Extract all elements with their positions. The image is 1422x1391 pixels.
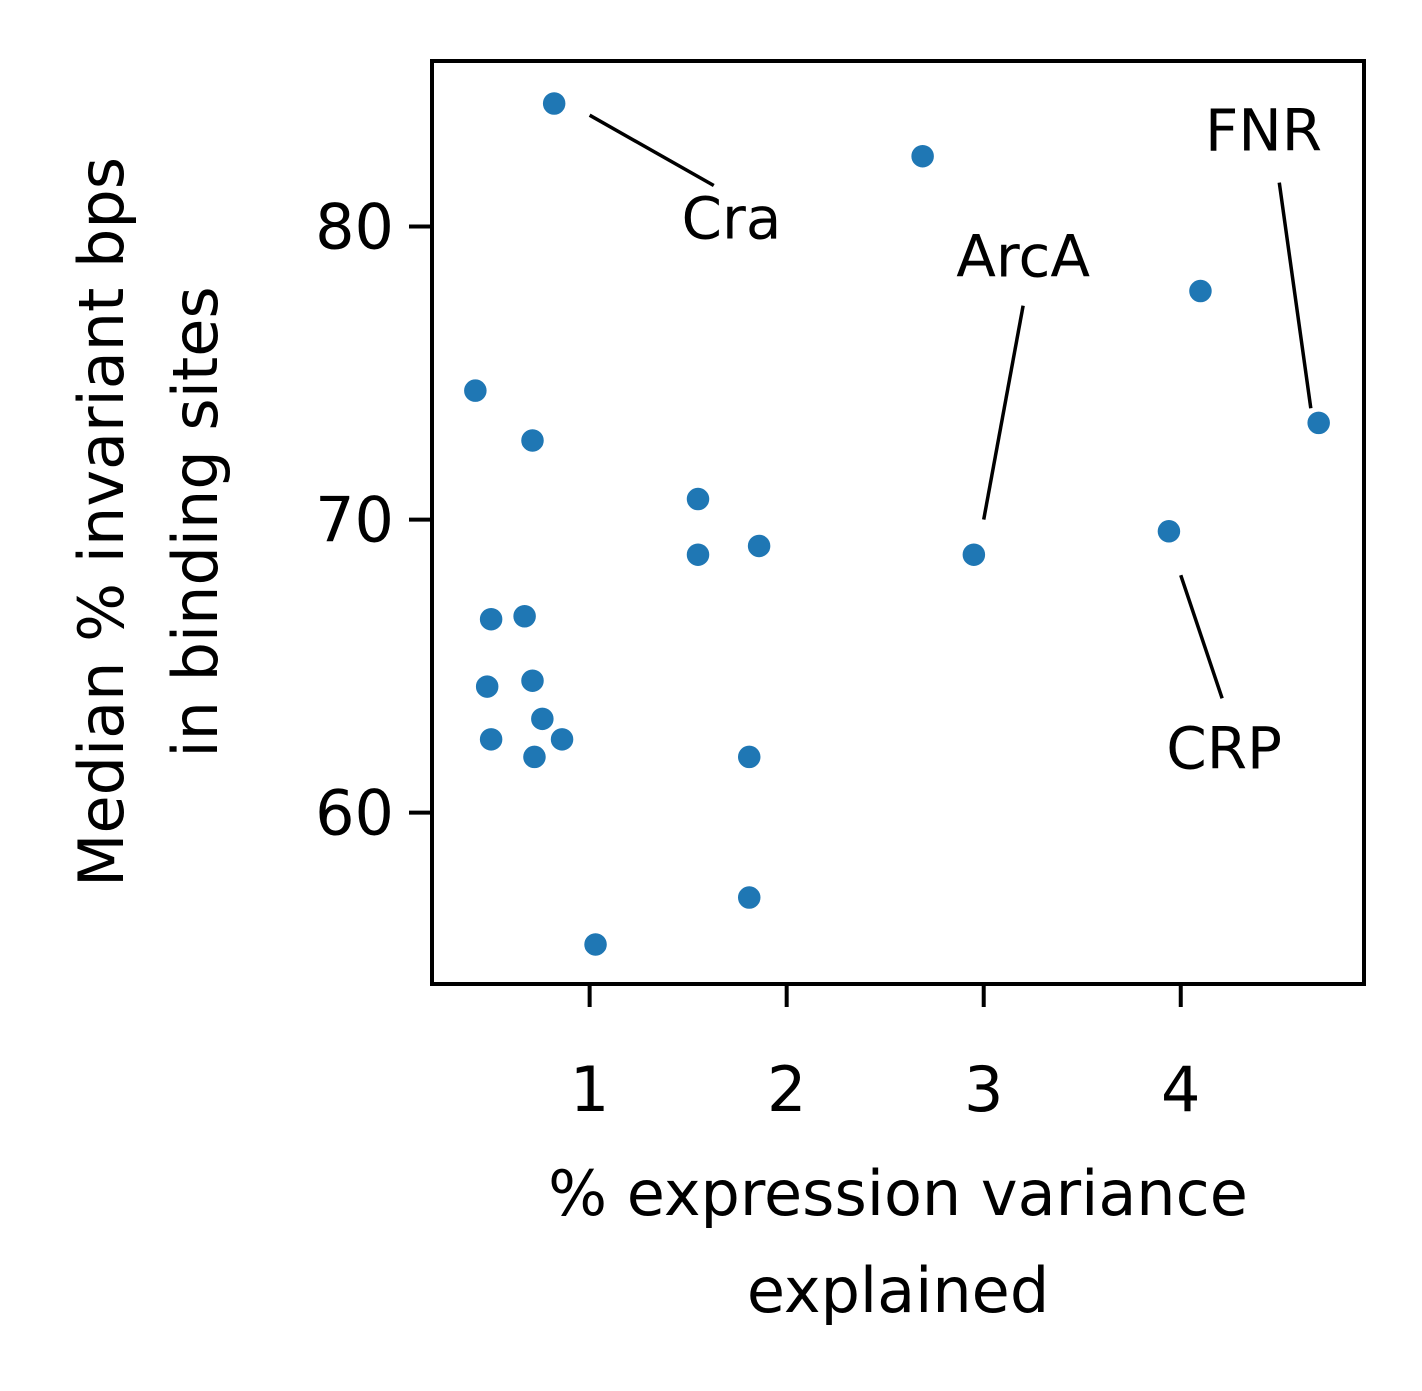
- y-tick-label: 60: [315, 777, 394, 850]
- data-point: [582, 931, 609, 958]
- data-point: [511, 603, 538, 630]
- plot-area: Cra ArcA FNR CRP: [462, 90, 1332, 958]
- data-point: [529, 706, 556, 732]
- data-point: [1305, 410, 1332, 436]
- data-point: [519, 667, 546, 694]
- data-point: [736, 744, 762, 770]
- x-tick-label: 1: [570, 1053, 609, 1126]
- x-axis-label-line-2: explained: [747, 1254, 1049, 1327]
- x-tick-label: 2: [767, 1053, 806, 1126]
- data-point: [462, 377, 489, 404]
- data-point: [1187, 278, 1214, 304]
- data-point: [549, 726, 575, 753]
- y-axis-label-line-2: in binding sites: [159, 286, 232, 757]
- x-axis-label-line-1: % expression variance: [548, 1157, 1248, 1230]
- annotation-label: ArcA: [956, 222, 1090, 290]
- y-tick-label: 80: [315, 191, 394, 264]
- y-tick-label: 70: [315, 484, 394, 557]
- y-axis-label-line-1: Median % invariant bps: [65, 157, 138, 887]
- data-point: [961, 541, 987, 568]
- plot-frame: [430, 59, 1366, 986]
- data-point: [541, 90, 567, 117]
- annotation-leader-line: [1277, 182, 1313, 409]
- data-point: [909, 143, 936, 169]
- axis-ticks: 1 2 3 4 60 70 80: [315, 191, 1200, 1126]
- x-tick-label: 3: [964, 1053, 1003, 1126]
- annotation-leader-line: [1179, 574, 1224, 699]
- data-point: [474, 673, 500, 700]
- data-point: [736, 884, 762, 911]
- annotation-label: FNR: [1205, 96, 1322, 164]
- annotation-leader-line: [588, 113, 715, 188]
- data-point: [685, 486, 711, 512]
- data-point: [521, 744, 548, 770]
- data-point: [519, 427, 546, 454]
- x-tick-label: 4: [1161, 1053, 1200, 1126]
- data-point: [685, 541, 711, 568]
- data-point: [478, 606, 504, 632]
- data-point: [478, 726, 504, 753]
- data-point: [1156, 518, 1182, 545]
- annotation-label: Cra: [682, 184, 782, 252]
- data-point: [746, 533, 772, 559]
- annotation-label: CRP: [1166, 715, 1282, 783]
- annotation-leader-line: [981, 305, 1025, 520]
